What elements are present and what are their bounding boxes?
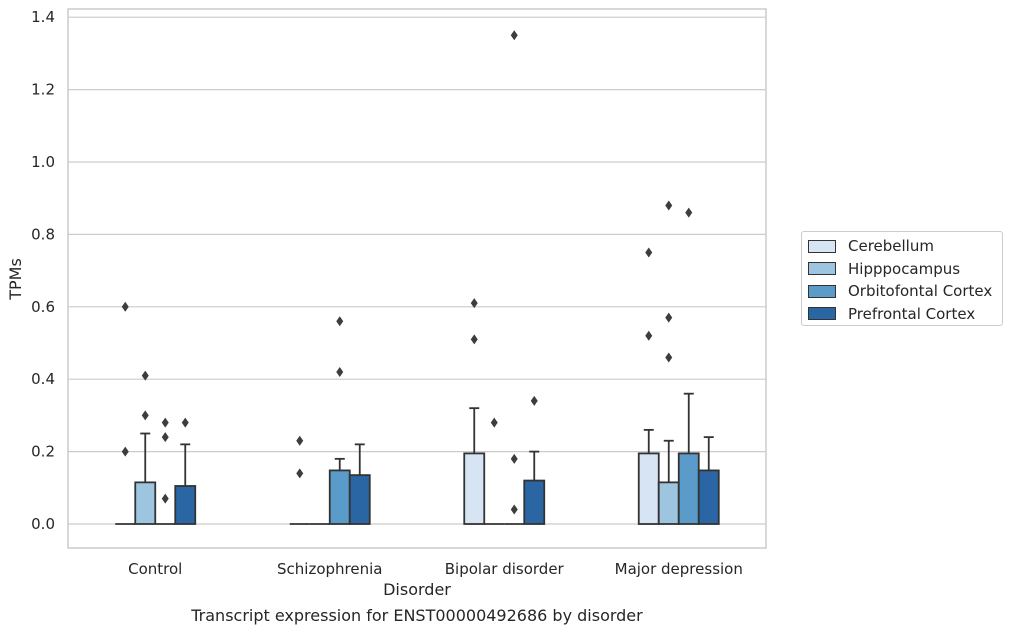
outlier-point	[336, 366, 344, 377]
x-tick-label: Schizophrenia	[277, 560, 382, 578]
outlier-point	[530, 395, 538, 406]
legend-item-orbitofrontal-cortex: Orbitofontal Cortex	[808, 280, 996, 303]
outlier-point	[665, 352, 673, 363]
x-tick-labels: Control Schizophrenia Bipolar disorder Majo…	[128, 560, 743, 578]
outlier-point	[121, 301, 129, 312]
outlier-point	[645, 247, 653, 258]
legend-label-hippocampus: Hipppocampus	[848, 259, 961, 278]
y-tick-label: 0.4	[31, 370, 55, 388]
chart-title: Transcript expression for ENST0000049268…	[191, 606, 643, 625]
bar	[348, 474, 371, 525]
legend-item-prefrontal-cortex: Prefrontal Cortex	[808, 303, 996, 326]
y-axis-label: TPMs	[6, 258, 25, 301]
outlier-point	[645, 330, 653, 341]
outlier-point	[161, 493, 169, 504]
legend-swatch-cerebellum	[808, 239, 836, 253]
outlier-point	[296, 435, 304, 446]
outlier-point	[141, 370, 149, 381]
bar	[523, 479, 546, 525]
y-tick-label: 0.8	[31, 225, 55, 243]
bar	[174, 485, 197, 525]
outlier-point	[490, 417, 498, 428]
outlier-point	[470, 298, 478, 309]
grid-lines	[68, 16, 766, 525]
outlier-points	[121, 30, 693, 515]
error-bars	[140, 392, 714, 486]
legend: Cerebellum Hipppocampus Orbitofontal Cor…	[801, 231, 1003, 326]
y-tick-label: 1.4	[31, 8, 55, 26]
y-tick-labels: 0.0 0.2 0.4 0.6 0.8 1.0 1.2 1.4	[31, 8, 55, 533]
x-tick-label: Control	[128, 560, 182, 578]
outlier-point	[510, 504, 518, 515]
outlier-point	[665, 200, 673, 211]
outlier-point	[161, 417, 169, 428]
bar	[463, 452, 486, 525]
bar	[328, 469, 351, 525]
legend-swatch-orbitofrontal-cortex	[808, 284, 836, 298]
legend-label-orbitofrontal-cortex: Orbitofontal Cortex	[848, 282, 993, 301]
y-tick-label: 0.2	[31, 443, 55, 461]
plot-frame	[67, 8, 767, 549]
bar	[637, 452, 660, 525]
outlier-point	[141, 410, 149, 421]
y-tick-label: 0.6	[31, 298, 55, 316]
y-tick-label: 0.0	[31, 515, 55, 533]
legend-item-hippocampus: Hipppocampus	[808, 258, 996, 281]
outlier-point	[121, 446, 129, 457]
y-tick-label: 1.0	[31, 153, 55, 171]
legend-swatch-hippocampus	[808, 262, 836, 276]
legend-label-prefrontal-cortex: Prefrontal Cortex	[848, 304, 976, 323]
bar	[657, 481, 680, 525]
outlier-point	[510, 30, 518, 41]
outlier-point	[296, 468, 304, 479]
x-tick-label: Bipolar disorder	[445, 560, 565, 578]
bars	[115, 452, 720, 525]
x-tick-label: Major depression	[615, 560, 743, 578]
outlier-point	[336, 316, 344, 327]
outlier-point	[181, 417, 189, 428]
outlier-point	[470, 334, 478, 345]
legend-label-cerebellum: Cerebellum	[848, 237, 934, 256]
legend-item-cerebellum: Cerebellum	[808, 235, 996, 258]
outlier-point	[685, 207, 693, 218]
x-axis-label: Disorder	[383, 580, 451, 599]
outlier-point	[665, 312, 673, 323]
bar	[134, 481, 157, 525]
outlier-point	[510, 453, 518, 464]
y-tick-label: 1.2	[31, 81, 55, 99]
bar	[697, 469, 720, 525]
bar	[677, 452, 700, 525]
outlier-point	[161, 432, 169, 443]
legend-swatch-prefrontal-cortex	[808, 307, 836, 321]
